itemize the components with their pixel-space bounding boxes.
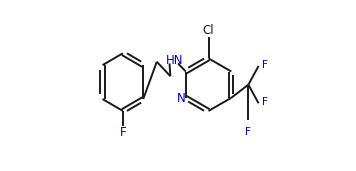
Text: F: F [245,127,251,137]
Text: Cl: Cl [203,24,214,37]
Text: HN: HN [166,54,183,67]
Text: N: N [177,92,186,105]
Text: F: F [120,126,126,139]
Text: F: F [262,97,268,107]
Text: F: F [262,60,268,70]
